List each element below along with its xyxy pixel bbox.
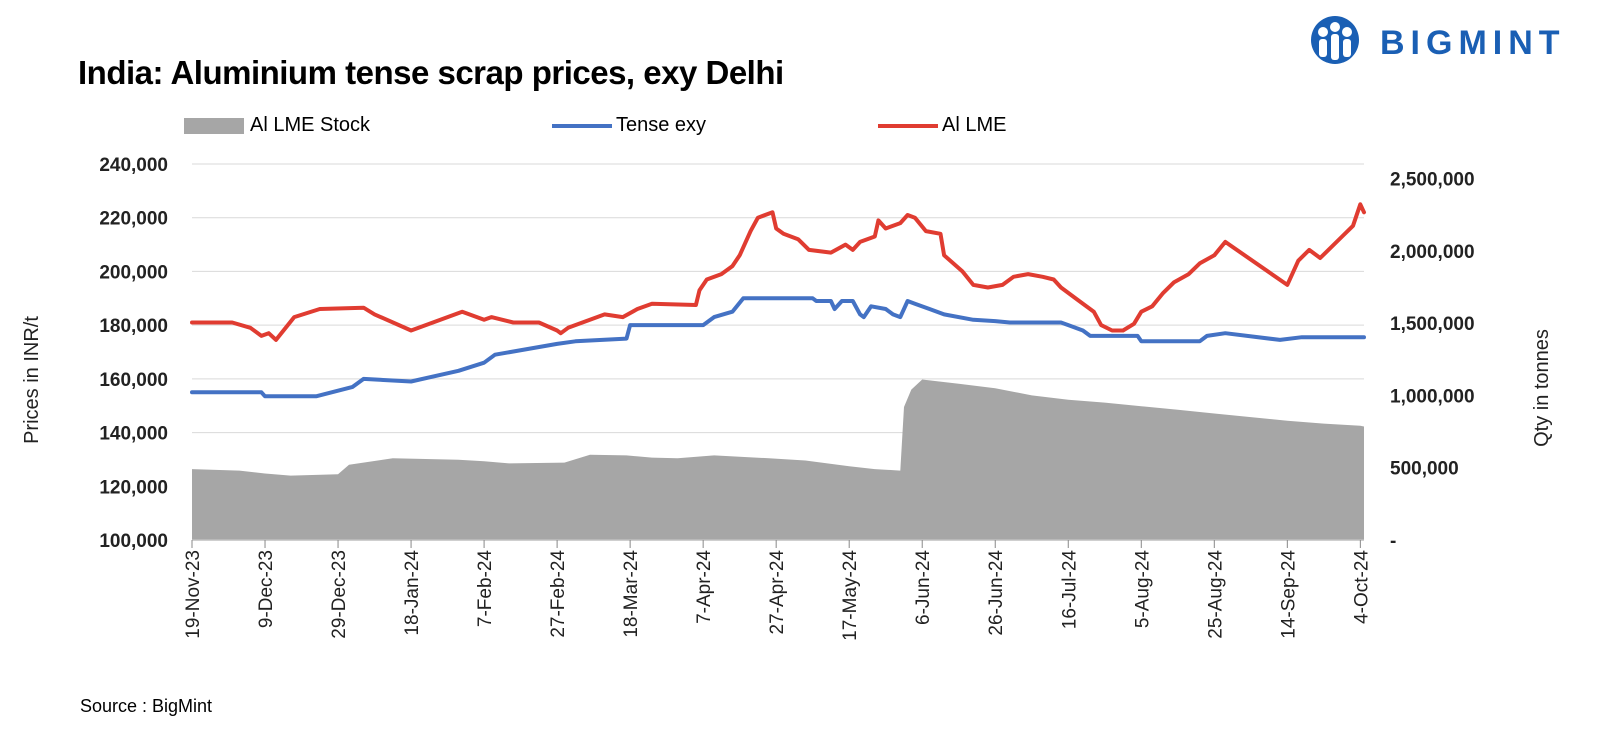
legend-item-tense: Tense exy xyxy=(552,114,706,137)
x-tick-label: 17-May-24 xyxy=(840,550,861,641)
stock-area xyxy=(192,379,1364,540)
brand-name: BIGMINT xyxy=(1380,24,1566,62)
y-tick-label: 140,000 xyxy=(99,424,168,445)
axes: 100,000 120,000 140,000 160,000 180,000 200,0… xyxy=(99,155,1474,641)
y-tick-label: 120,000 xyxy=(99,477,168,498)
stock-area-fill xyxy=(192,379,1364,540)
x-tick-label: 18-Mar-24 xyxy=(621,550,642,638)
y2-tick-label: 2,000,000 xyxy=(1390,242,1475,263)
y2-tick-label: 2,500,000 xyxy=(1390,169,1475,190)
x-tick-label: 29-Dec-23 xyxy=(329,550,350,639)
bigmint-logo-icon xyxy=(1311,16,1359,64)
x-tick-label: 27-Feb-24 xyxy=(548,550,569,638)
y-tick-label: 100,000 xyxy=(99,531,168,552)
legend-item-lme: Al LME xyxy=(878,114,1006,137)
legend-item-stock: Al LME Stock xyxy=(184,114,370,137)
y2-tick-label: 1,000,000 xyxy=(1390,386,1475,407)
legend-label-lme: Al LME xyxy=(942,114,1007,136)
chart-title: India: Aluminium tense scrap prices, exy… xyxy=(78,54,784,91)
tense-exy-line xyxy=(190,296,1366,399)
x-tick-label: 6-Jun-24 xyxy=(913,550,934,625)
legend-label-stock: Al LME Stock xyxy=(250,114,371,136)
source-note: Source : BigMint xyxy=(80,696,213,716)
price-lines xyxy=(190,202,1366,399)
x-tick-label: 7-Feb-24 xyxy=(475,550,496,628)
x-tick-label: 26-Jun-24 xyxy=(986,550,1007,636)
x-tick-label: 7-Apr-24 xyxy=(694,550,715,624)
legend-label-tense: Tense exy xyxy=(616,114,707,136)
x-tick-label: 14-Sep-24 xyxy=(1278,550,1299,639)
x-tick-label: 19-Nov-23 xyxy=(183,550,204,639)
legend-swatch-lme xyxy=(878,123,938,128)
al-lme-line xyxy=(190,202,1366,342)
y2-tick-label: - xyxy=(1390,531,1396,552)
y2-tick-label: 1,500,000 xyxy=(1390,314,1475,335)
y-tick-label: 200,000 xyxy=(99,262,168,283)
legend-swatch-stock xyxy=(184,117,244,134)
x-tick-label: 18-Jan-24 xyxy=(402,550,423,636)
x-tick-label: 9-Dec-23 xyxy=(256,550,277,628)
y-tick-label: 240,000 xyxy=(99,155,168,176)
x-tick-label: 16-Jul-24 xyxy=(1059,550,1080,630)
y-tick-label: 220,000 xyxy=(99,209,168,230)
y-tick-label: 180,000 xyxy=(99,316,168,337)
x-tick-label: 4-Oct-24 xyxy=(1351,550,1372,624)
x-tick-label: 27-Apr-24 xyxy=(767,550,788,635)
x-tick-label: 5-Aug-24 xyxy=(1132,550,1153,629)
y-tick-label: 160,000 xyxy=(99,370,168,391)
y2-axis-label: Qty in tonnes xyxy=(1531,329,1553,447)
y-axis-label: Prices in INR/t xyxy=(21,316,43,444)
x-tick-label: 25-Aug-24 xyxy=(1205,550,1226,639)
legend-swatch-tense xyxy=(552,123,612,128)
y2-tick-label: 500,000 xyxy=(1390,459,1459,480)
